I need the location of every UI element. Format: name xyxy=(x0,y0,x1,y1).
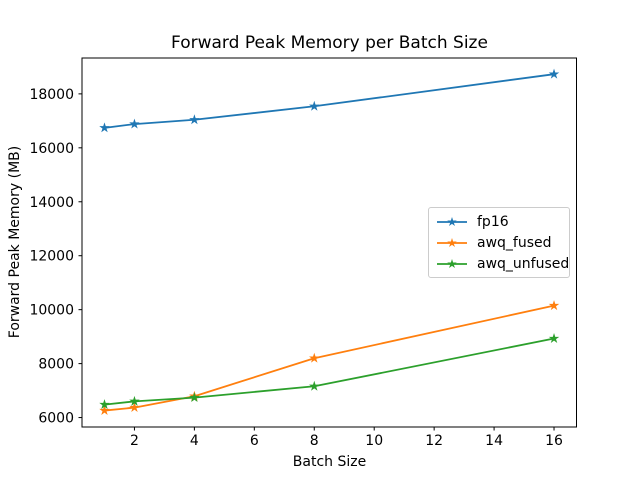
series-marker-awq_fused xyxy=(129,402,140,413)
series-marker-awq_unfused xyxy=(309,380,320,391)
series-marker-awq_unfused xyxy=(129,395,140,406)
legend-entry-awq_unfused: awq_unfused xyxy=(436,253,569,274)
series-marker-awq_fused xyxy=(309,352,320,363)
series-marker-awq_unfused xyxy=(189,392,200,403)
x-tick-label: 8 xyxy=(310,433,319,449)
x-tick-label: 2 xyxy=(130,433,139,449)
legend: fp16 awq_fused awq_unfused xyxy=(428,207,570,278)
series-marker-fp16 xyxy=(189,114,200,125)
legend-star-icon xyxy=(447,216,457,226)
x-tick-label: 12 xyxy=(425,433,443,449)
y-tick-label: 10000 xyxy=(29,303,74,319)
x-axis-label: Batch Size xyxy=(292,454,367,470)
series-line-fp16 xyxy=(103,73,555,129)
series-marker-awq_unfused xyxy=(99,399,110,410)
legend-label-fp16: fp16 xyxy=(477,213,509,230)
y-tick-label: 16000 xyxy=(29,141,74,157)
series-marker-awq_fused xyxy=(99,405,110,415)
legend-star-icon xyxy=(447,237,457,247)
legend-marker-awq_unfused xyxy=(437,258,467,268)
x-tick-label: 4 xyxy=(190,433,199,449)
series-marker-awq_unfused xyxy=(548,333,560,343)
axes-spines xyxy=(81,57,577,428)
series-marker-awq_fused xyxy=(548,300,560,311)
chart-title: Forward Peak Memory per Batch Size xyxy=(171,33,488,53)
series-line-awq_fused xyxy=(103,304,555,412)
legend-star-icon xyxy=(447,258,457,268)
y-tick-label: 18000 xyxy=(29,87,74,103)
legend-entry-fp16: fp16 xyxy=(436,211,562,232)
y-axis-label: Forward Peak Memory (MB) xyxy=(7,145,23,339)
series-marker-fp16 xyxy=(129,118,140,129)
legend-label-awq_fused: awq_fused xyxy=(477,234,552,251)
y-tick-label: 6000 xyxy=(38,411,74,427)
x-tick-label: 6 xyxy=(250,433,259,449)
x-tick-label: 10 xyxy=(365,433,383,449)
series-marker-fp16 xyxy=(99,122,110,133)
series-line-awq_unfused xyxy=(103,337,555,406)
y-tick-label: 8000 xyxy=(38,357,74,373)
y-tick-label: 12000 xyxy=(29,249,74,265)
x-tick-label: 16 xyxy=(545,433,563,449)
x-tick-label: 14 xyxy=(485,433,503,449)
legend-marker-fp16 xyxy=(437,216,467,226)
legend-marker-awq_fused xyxy=(437,237,467,247)
series-marker-fp16 xyxy=(309,100,320,111)
legend-entry-awq_fused: awq_fused xyxy=(436,232,562,253)
legend-label-awq_unfused: awq_unfused xyxy=(477,255,570,272)
series-marker-fp16 xyxy=(548,68,560,79)
y-tick-label: 14000 xyxy=(29,195,74,211)
